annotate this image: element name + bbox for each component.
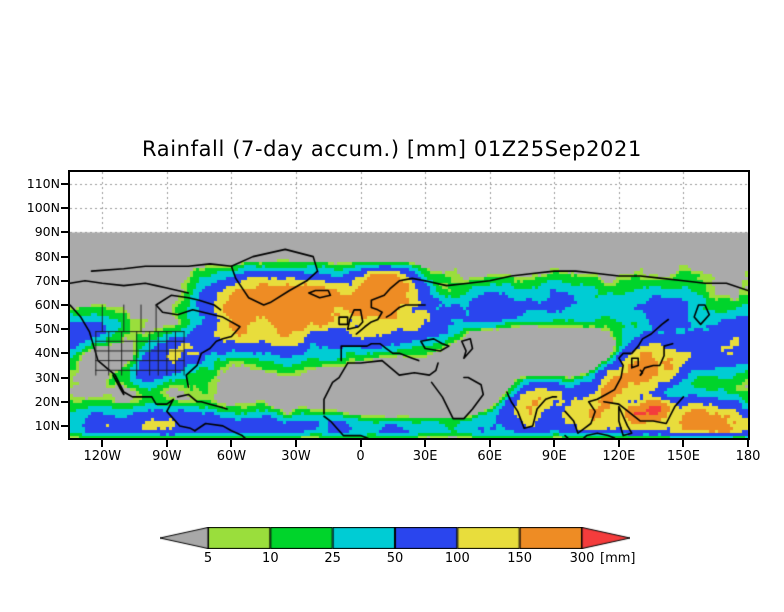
x-tick-mark (165, 440, 168, 447)
x-tick-label-90E: 90E (541, 449, 567, 464)
y-tick-label-90N: 90N (34, 224, 60, 240)
y-tick-label-40N: 40N (34, 345, 60, 361)
y-tick-mark (61, 424, 68, 427)
page-title: Rainfall (7-day accum.) [mm] 01Z25Sep202… (142, 137, 642, 161)
x-tick-label-60E: 60E (477, 449, 503, 464)
map-gridlines (70, 172, 748, 438)
y-tick-mark (61, 304, 68, 306)
y-tick-label-20N: 20N (34, 393, 60, 409)
colorbar-tick-10: 10 (262, 551, 279, 566)
colorbar-tick-100: 100 (444, 551, 470, 566)
x-tick-label-30E: 30E (412, 449, 438, 464)
colorbar-tick-25: 25 (324, 551, 341, 566)
y-tick-label-110N: 110N (26, 176, 60, 192)
x-tick-label-150E: 150E (666, 449, 700, 464)
x-tick-mark (682, 440, 685, 447)
colorbar (160, 527, 630, 549)
y-tick-mark (61, 255, 68, 258)
y-tick-mark (61, 400, 68, 403)
x-tick-mark (295, 440, 297, 447)
x-tick-label-0: 0 (356, 449, 365, 464)
colorbar-tick-50: 50 (386, 551, 404, 566)
y-tick-mark (61, 183, 68, 186)
x-tick-mark (424, 440, 427, 447)
y-tick-mark (61, 328, 68, 331)
y-tick-label-60N: 60N (34, 297, 60, 312)
x-tick-label-120E: 120E (602, 449, 636, 464)
y-tick-label-30N: 30N (34, 369, 60, 385)
colorbar-tick-5: 5 (203, 551, 213, 566)
y-tick-label-50N: 50N (34, 321, 60, 337)
x-tick-label-30W: 30W (281, 449, 311, 464)
y-tick-label-80N: 80N (34, 248, 60, 264)
x-tick-label-120W: 120W (83, 449, 122, 464)
y-tick-mark (61, 352, 68, 355)
y-tick-label-70N: 70N (34, 272, 60, 288)
x-tick-mark (617, 440, 620, 447)
y-tick-mark (61, 207, 68, 210)
x-tick-label-60W: 60W (216, 449, 247, 464)
x-tick-label-180: 180 (735, 449, 761, 464)
colorbar-unit-label: [mm] (600, 551, 636, 566)
y-tick-label-10N: 10N (34, 417, 60, 433)
x-tick-mark (101, 440, 104, 447)
y-tick-mark (61, 231, 68, 234)
y-tick-label-100N: 100N (26, 200, 60, 216)
x-tick-mark (359, 440, 362, 447)
x-tick-mark (230, 440, 233, 447)
colorbar-tick-300: 300 (569, 551, 595, 566)
x-tick-mark (553, 440, 556, 447)
x-tick-mark (488, 440, 491, 447)
x-tick-mark (747, 440, 749, 447)
y-tick-mark (61, 376, 68, 379)
colorbar-tick-150: 150 (507, 551, 533, 566)
map-plot-area (68, 170, 750, 440)
x-tick-label-90W: 90W (152, 449, 182, 464)
y-tick-mark (61, 279, 68, 282)
colorbar-swatches (160, 527, 630, 549)
